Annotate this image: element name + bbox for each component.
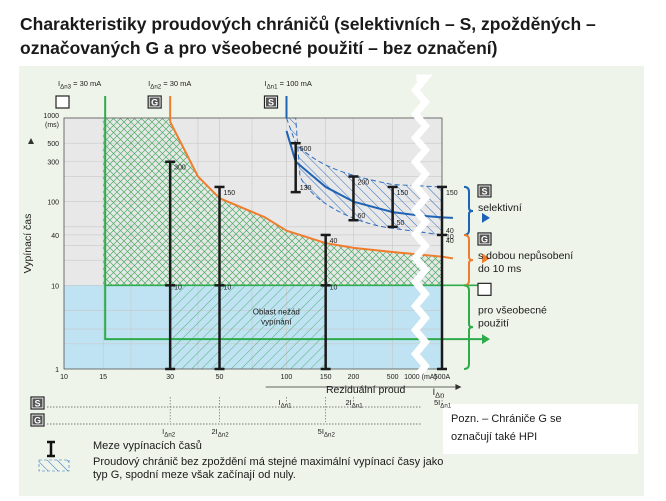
series-s-arrow <box>482 212 490 223</box>
y-tick-label: 10 <box>51 283 59 290</box>
note-text: označují také HPI <box>451 431 537 443</box>
x-axis-arrow <box>455 384 462 390</box>
rated-current-label: IΔn1 = 100 mA <box>264 79 311 91</box>
series-g-arrow <box>482 253 490 264</box>
x-tick-label: 15 <box>99 374 107 381</box>
bar-value-label: 150 <box>397 190 409 197</box>
series-general-line <box>104 96 482 341</box>
x-tick-label: 50 <box>216 374 224 381</box>
x-tick-label: 30 <box>166 374 174 381</box>
type-marker-top-fill <box>149 97 160 107</box>
undesired-trip-hatch <box>170 285 326 369</box>
bar-value-label: 40 <box>330 238 338 245</box>
legend-bottom-text: Proudový chránič bez zpoždění má stejné … <box>93 456 443 468</box>
g-hatch-region <box>103 118 442 286</box>
y-tick-label: 1000 <box>43 113 59 120</box>
annotation-undesired: Oblast nežád <box>253 307 300 316</box>
legend-marker-fill <box>479 234 490 244</box>
bottom-row-label: IΔn1 <box>278 398 292 410</box>
y-tick-label: 500 <box>47 141 59 148</box>
bottom-row-label: 2IΔn2 <box>212 427 230 439</box>
y-tick-label: 1 <box>55 367 59 374</box>
bar-value-label: 500 <box>300 146 312 153</box>
legend-text: pro všeobecné <box>478 304 547 316</box>
bar-value-label: 150 <box>446 190 458 197</box>
bottom-row-label: 5IΔn1 <box>434 398 452 410</box>
bar-value-label: 150 <box>224 190 236 197</box>
characteristics-chart: 300101501040105001302006015050150404010O… <box>22 74 638 481</box>
bar-value-label: 10 <box>174 284 182 291</box>
legend-brace <box>463 185 474 236</box>
type-marker-top-letter: G <box>151 98 158 108</box>
type-marker-top-box <box>55 95 70 109</box>
series-general-arrow <box>482 334 490 345</box>
y-axis-label: Vypínací čas <box>22 214 34 274</box>
legend-marker-letter: G <box>481 234 488 244</box>
axis-break <box>410 74 433 381</box>
bar-value-label: 200 <box>357 179 369 186</box>
bar-value-label: 130 <box>300 185 312 192</box>
x-tick-label: 150 <box>320 374 332 381</box>
legend-text: použití <box>478 317 509 329</box>
rated-current-label: IΔn2 = 30 mA <box>148 79 191 91</box>
bottom-row-marker-fill <box>32 415 43 425</box>
y-tick-label: 40 <box>51 233 59 240</box>
bottom-row-label: IΔn2 <box>162 427 176 439</box>
note-text: Pozn. – Chrániče G se <box>451 413 562 425</box>
legend-hatch-symbol <box>38 459 70 472</box>
bottom-row-label: 5IΔn2 <box>318 427 336 439</box>
x-axis-symbol: IΔn <box>433 387 445 400</box>
bar-value-label: 10 <box>330 284 338 291</box>
x-tick-label: 10 <box>60 374 68 381</box>
chart-panel: 300 10 150 10 40 10 500 130 200 60 150 50 150 40 40 10 O… <box>19 66 644 496</box>
annotation-undesired: vypínání <box>261 317 292 326</box>
x-tick-label: 200 <box>348 374 360 381</box>
y-axis-arrow <box>28 138 34 144</box>
x-axis-label: Reziduální proud <box>326 384 406 396</box>
bottom-row-marker-letter: G <box>34 416 41 426</box>
legend-text: s dobou nepůsobení <box>478 250 573 262</box>
page-title: Charakteristiky proudových chráničů (sel… <box>20 14 596 58</box>
series-s-curve <box>285 130 454 219</box>
legend-bottom-text: Meze vypínacích časů <box>93 440 202 452</box>
bar-value-label: 10 <box>446 234 454 241</box>
legend-bottom-text: typ G, spodní meze však začínají od nuly… <box>93 469 296 481</box>
legend-marker-fill <box>479 186 490 196</box>
legend-text: do 10 ms <box>478 263 521 275</box>
bar-value-label: 50 <box>397 220 405 227</box>
bar-value-label: 40 <box>446 228 454 235</box>
s-hatch-region <box>285 117 443 236</box>
y-tick-label: (ms) <box>45 122 59 129</box>
bottom-row-marker-letter: S <box>34 399 40 409</box>
x-tick-label: 500 <box>387 374 399 381</box>
bar-value-label: 10 <box>224 284 232 291</box>
x-tick-label: 100 <box>281 374 293 381</box>
rated-current-label: IΔn3 = 30 mA <box>58 79 101 91</box>
bottom-row-label: 2IΔn1 <box>345 398 363 410</box>
legend-text: selektivní <box>478 202 522 214</box>
bar-value-label: 40 <box>446 238 454 245</box>
type-marker-top-fill <box>265 97 276 107</box>
bottom-row-marker-fill <box>32 398 43 408</box>
y-tick-label: 100 <box>47 200 59 207</box>
bar-value-label: 300 <box>174 165 186 172</box>
legend-marker-box <box>477 282 492 296</box>
x-tick-label: 1000 (mA) <box>404 374 437 381</box>
legend-brace <box>463 284 474 370</box>
x-tick-label: 500A <box>434 374 451 381</box>
type-marker-top-letter: S <box>268 98 274 108</box>
bar-value-label: 60 <box>357 213 365 220</box>
note-box <box>443 404 638 454</box>
legend-marker-letter: S <box>481 186 487 196</box>
y-tick-label: 300 <box>47 160 59 167</box>
legend-brace <box>463 233 474 287</box>
